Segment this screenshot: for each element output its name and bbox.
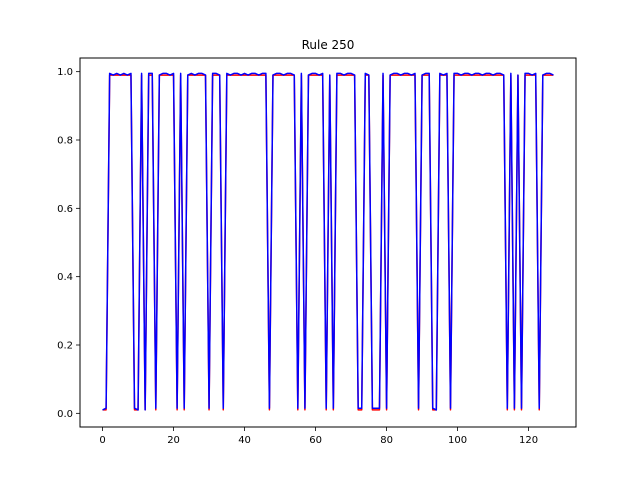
y-tick-label: 0.2 [57, 341, 73, 352]
x-tick-label: 40 [238, 435, 251, 446]
series-line-2 [102, 72, 554, 411]
x-tick-label: 100 [448, 435, 467, 446]
plot-frame [79, 57, 577, 428]
series-layer [102, 72, 554, 411]
x-tick-label: 120 [519, 435, 538, 446]
x-tick-label: 20 [167, 435, 180, 446]
y-tick-label: 0.4 [57, 272, 73, 283]
x-axis: 0 20 40 60 80 100 120 [99, 427, 538, 446]
y-tick-label: 0.6 [57, 204, 73, 215]
x-tick-label: 0 [99, 435, 105, 446]
y-tick-label: 0.0 [57, 409, 73, 420]
x-tick-label: 80 [380, 435, 393, 446]
y-axis: 0.0 0.2 0.4 0.6 0.8 1.0 [57, 67, 80, 420]
y-tick-label: 0.8 [57, 136, 73, 147]
chart-title: Rule 250 [302, 38, 355, 52]
x-tick-label: 60 [309, 435, 322, 446]
y-tick-label: 1.0 [57, 67, 73, 78]
